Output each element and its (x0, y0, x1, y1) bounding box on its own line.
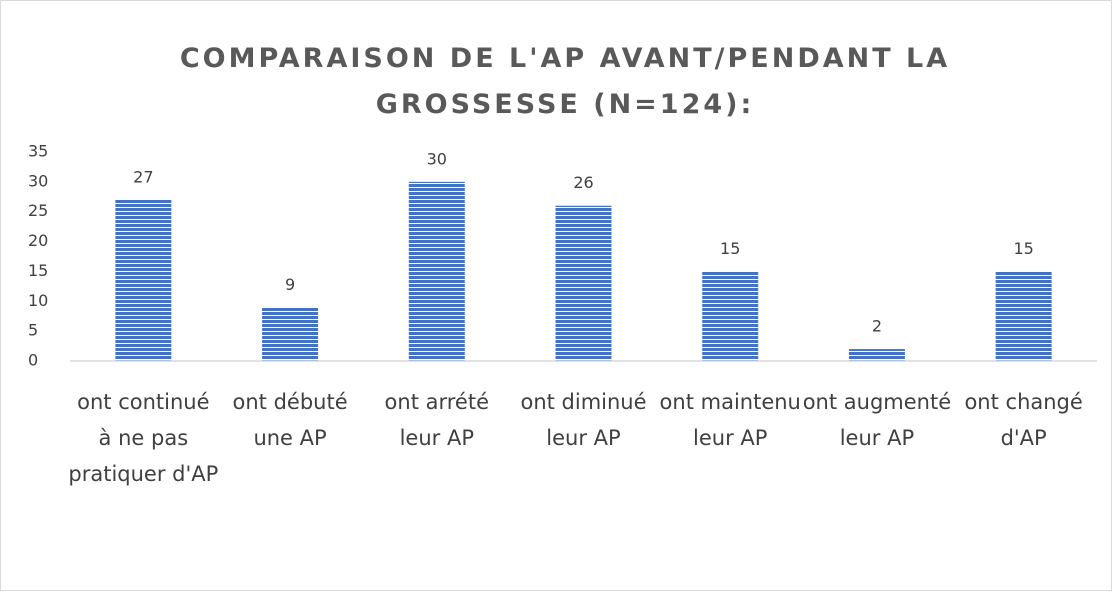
data-label: 15 (1013, 239, 1033, 258)
y-tick-label: 5 (28, 321, 38, 340)
bar (848, 349, 905, 361)
data-label: 15 (720, 239, 740, 258)
x-tick-label: ont débuté une AP (232, 390, 348, 450)
data-label: 9 (285, 275, 295, 294)
x-tick-label: ont continué à ne pas pratiquer d'AP (68, 390, 219, 486)
x-tick-label: ont diminué leur AP (520, 390, 647, 450)
x-tick-label: ont augmenté leur AP (802, 390, 952, 450)
y-tick-label: 30 (28, 171, 48, 190)
y-tick-label: 25 (28, 201, 48, 220)
y-tick-label: 35 (28, 142, 48, 161)
x-tick-label: ont arrété leur AP (384, 390, 489, 450)
y-tick-label: 10 (28, 291, 48, 310)
bar (995, 271, 1052, 361)
x-tick-label: ont maintenu leur AP (659, 390, 801, 450)
data-label: 27 (133, 167, 153, 186)
bar (555, 205, 612, 361)
bar (262, 307, 319, 361)
chart-title: COMPARAISON DE L'AP AVANT/PENDANT LA GRO… (179, 43, 951, 120)
y-tick-label: 15 (28, 261, 48, 280)
y-tick-label: 20 (28, 231, 48, 250)
y-tick-label: 0 (28, 351, 38, 370)
bar (702, 271, 759, 361)
bar (115, 199, 172, 361)
data-label: 26 (573, 173, 593, 192)
x-tick-label: ont changé d'AP (964, 390, 1083, 450)
data-label: 30 (427, 149, 447, 168)
bar (408, 181, 465, 361)
data-label: 2 (872, 317, 882, 336)
